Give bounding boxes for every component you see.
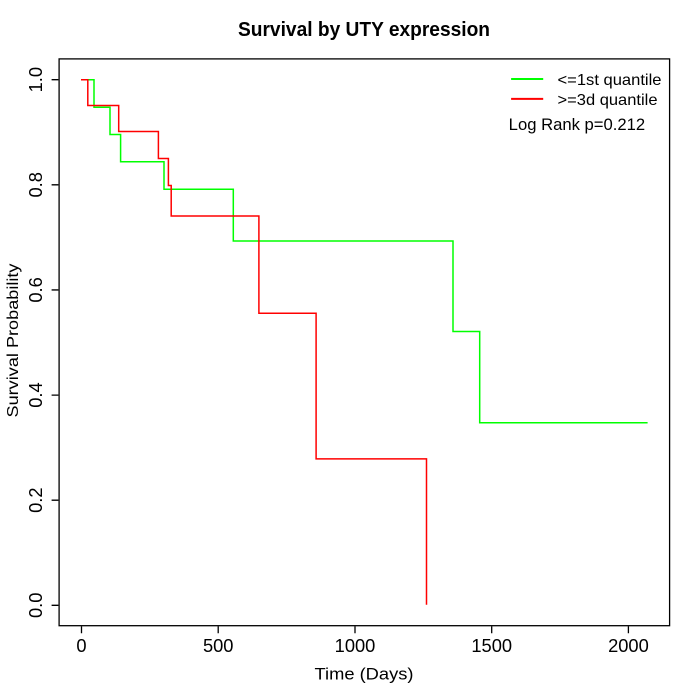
svg-text:0.6: 0.6 [25, 277, 46, 302]
svg-text:2000: 2000 [608, 635, 649, 656]
svg-text:Survival Probability: Survival Probability [5, 264, 22, 418]
svg-text:Log Rank p=0.212: Log Rank p=0.212 [509, 116, 646, 134]
svg-text:1500: 1500 [471, 635, 512, 656]
svg-text:Survival by UTY expression: Survival by UTY expression [238, 18, 490, 41]
svg-text:>=3d quantile: >=3d quantile [558, 92, 658, 109]
svg-text:0: 0 [76, 635, 86, 656]
svg-text:0.4: 0.4 [25, 382, 46, 407]
svg-text:0.0: 0.0 [25, 593, 46, 618]
svg-text:0.2: 0.2 [25, 487, 46, 512]
svg-text:1000: 1000 [335, 635, 376, 656]
svg-text:1.0: 1.0 [25, 67, 46, 92]
svg-text:Time (Days): Time (Days) [315, 664, 414, 683]
svg-text:500: 500 [203, 635, 234, 656]
svg-text:<=1st quantile: <=1st quantile [558, 72, 662, 89]
svg-text:0.8: 0.8 [25, 172, 46, 197]
